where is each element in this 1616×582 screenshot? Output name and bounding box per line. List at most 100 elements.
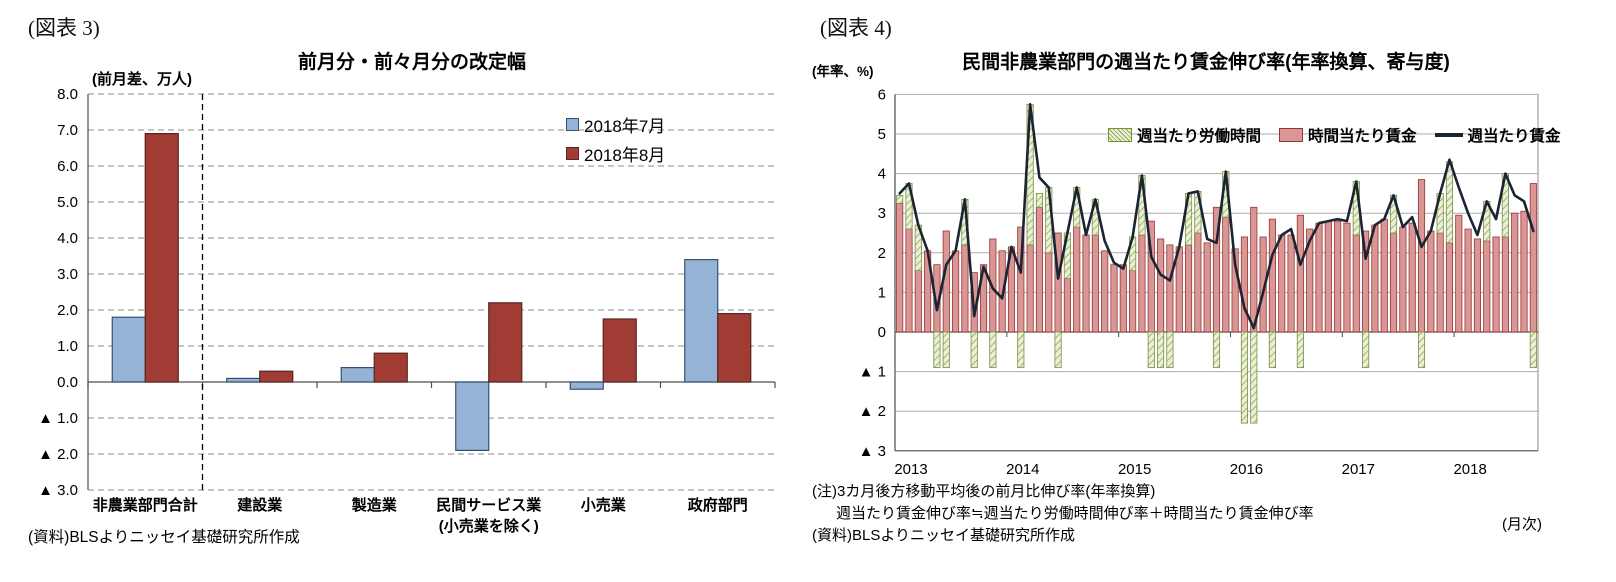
bar-hourly-wage-60 (1455, 214, 1463, 333)
note-line-1: (注)3カ月後方移動平均後の前月比伸び率(年率換算) (812, 483, 1156, 500)
y-tick-label: ▲ 3.0 (38, 482, 78, 499)
bar-july-5 (684, 259, 719, 383)
bar-hourly-wage-56 (1417, 179, 1426, 333)
legend-item-weekly-hours: 週当たり労働時間 (1108, 124, 1261, 146)
figure4-tag: (図表 4) (820, 16, 892, 40)
bar-hourly-wage-40 (1268, 218, 1276, 333)
bar-hourly-wage-33 (1203, 242, 1211, 333)
bar-hourly-wage-59 (1445, 242, 1454, 333)
bar-july-4 (569, 381, 604, 390)
y-tick-label: 3.0 (57, 266, 78, 283)
bar-weekly-hours-8 (970, 331, 978, 369)
bar-hourly-wage-18 (1063, 278, 1071, 333)
category-label: (小売業を除く) (439, 517, 539, 535)
bar-hourly-wage-54 (1399, 226, 1407, 333)
category-label: 小売業 (581, 496, 627, 514)
legend-item-2018-august: 2018年8月 (566, 141, 665, 166)
bar-august-1 (259, 370, 294, 383)
bar-hourly-wage-64 (1492, 236, 1500, 333)
bar-hourly-wage-9 (979, 264, 988, 333)
bar-hourly-wage-32 (1194, 232, 1202, 333)
figure3-tag: (図表 3) (28, 16, 100, 40)
bar-hourly-wage-63 (1483, 240, 1491, 333)
bar-july-2 (340, 367, 375, 383)
y-tick-label: ▲ 2.0 (38, 446, 78, 463)
bar-hourly-wage-2 (914, 270, 922, 333)
figure4-unit-label: (年率、%) (812, 64, 874, 79)
figure3-unit-label: (前月差、万人) (92, 71, 192, 88)
bar-hourly-wage-58 (1436, 232, 1444, 333)
bar-hourly-wage-53 (1389, 232, 1398, 333)
legend-item-2018-july: 2018年7月 (566, 112, 665, 137)
y-tick-label: 0 (878, 324, 886, 341)
bar-weekly-hours-34 (1212, 331, 1221, 369)
legend-label: 週当たり労働時間 (1137, 128, 1262, 145)
bar-hourly-wage-44 (1306, 228, 1314, 333)
hourly-wage-swatch-icon (1279, 128, 1304, 142)
weekly-wage-line-swatch-icon (1434, 133, 1463, 137)
bar-weekly-hours-56 (1417, 331, 1426, 369)
bar-hourly-wage-55 (1408, 222, 1416, 333)
y-tick-label: 8.0 (57, 86, 78, 103)
legend-label: 時間当たり賃金 (1308, 128, 1417, 145)
bar-hourly-wage-43 (1296, 214, 1304, 333)
y-tick-label: 5.0 (57, 194, 78, 211)
note-line-2: 週当たり賃金伸び率≒週当たり労働時間伸び率＋時間当たり賃金伸び率 (836, 505, 1314, 522)
weekly-wage-line (898, 103, 1535, 330)
bar-hourly-wage-65 (1501, 236, 1509, 333)
category-label: 民間サービス業 (436, 496, 542, 514)
year-label: 2016 (1230, 461, 1263, 478)
bar-weekly-hours-5 (942, 331, 950, 369)
bar-hourly-wage-0 (896, 202, 904, 333)
legend-label: 2018年8月 (584, 146, 666, 165)
bar-hourly-wage-46 (1324, 220, 1332, 333)
bar-weekly-hours-10 (989, 331, 997, 369)
bar-hourly-wage-66 (1511, 212, 1519, 333)
july-series-swatch-icon (566, 118, 579, 131)
bar-hourly-wage-31 (1184, 244, 1193, 333)
bar-weekly-hours-13 (1017, 331, 1025, 369)
bar-hourly-wage-23 (1110, 264, 1118, 333)
bar-weekly-hours-43 (1296, 331, 1304, 369)
bar-weekly-hours-40 (1268, 331, 1276, 369)
figure4-title: 民間非農業部門の週当たり賃金伸び率(年率換算、寄与度) (962, 52, 1450, 73)
y-tick-label: 3 (878, 205, 886, 222)
bar-weekly-hours-38 (1250, 331, 1258, 424)
bar-july-0 (111, 316, 146, 383)
y-tick-label: ▲ 1.0 (38, 410, 78, 427)
y-tick-label: 6 (878, 86, 886, 103)
legend-item-weekly-wage: 週当たり賃金 (1434, 124, 1561, 146)
bar-weekly-hours-15 (1035, 192, 1044, 208)
year-label: 2018 (1453, 461, 1486, 478)
bar-hourly-wage-1 (905, 228, 913, 333)
note-line-3: (資料)BLSよりニッセイ基礎研究所作成 (812, 527, 1076, 544)
bar-hourly-wage-29 (1166, 244, 1174, 333)
figure4-axis-note: (月次) (1502, 516, 1542, 533)
august-series-swatch-icon (566, 147, 579, 160)
bar-hourly-wage-24 (1119, 264, 1127, 333)
bar-hourly-wage-6 (952, 250, 960, 333)
bar-hourly-wage-35 (1222, 216, 1230, 333)
bar-hourly-wage-49 (1352, 234, 1360, 333)
category-label: 建設業 (237, 496, 283, 514)
year-label: 2015 (1118, 461, 1151, 478)
bar-weekly-hours-17 (1054, 331, 1062, 369)
bar-hourly-wage-19 (1073, 226, 1081, 333)
y-tick-label: ▲ 2 (859, 403, 886, 420)
bar-august-3 (488, 302, 523, 383)
bar-hourly-wage-51 (1371, 224, 1379, 333)
bar-weekly-hours-29 (1166, 331, 1174, 369)
y-tick-label: 4 (878, 166, 886, 183)
bar-weekly-hours-28 (1157, 331, 1165, 369)
y-tick-label: 1 (878, 284, 886, 301)
bar-weekly-hours-68 (1529, 331, 1537, 369)
legend-label: 週当たり賃金 (1467, 128, 1561, 145)
category-label: 非農業部門合計 (93, 496, 198, 514)
bar-hourly-wage-21 (1091, 234, 1099, 333)
bar-august-0 (144, 133, 179, 383)
bar-hourly-wage-62 (1473, 238, 1481, 333)
bar-hourly-wage-26 (1138, 234, 1146, 333)
bar-hourly-wage-37 (1240, 236, 1249, 333)
y-tick-label: ▲ 3 (859, 443, 886, 460)
year-label: 2013 (894, 461, 927, 478)
